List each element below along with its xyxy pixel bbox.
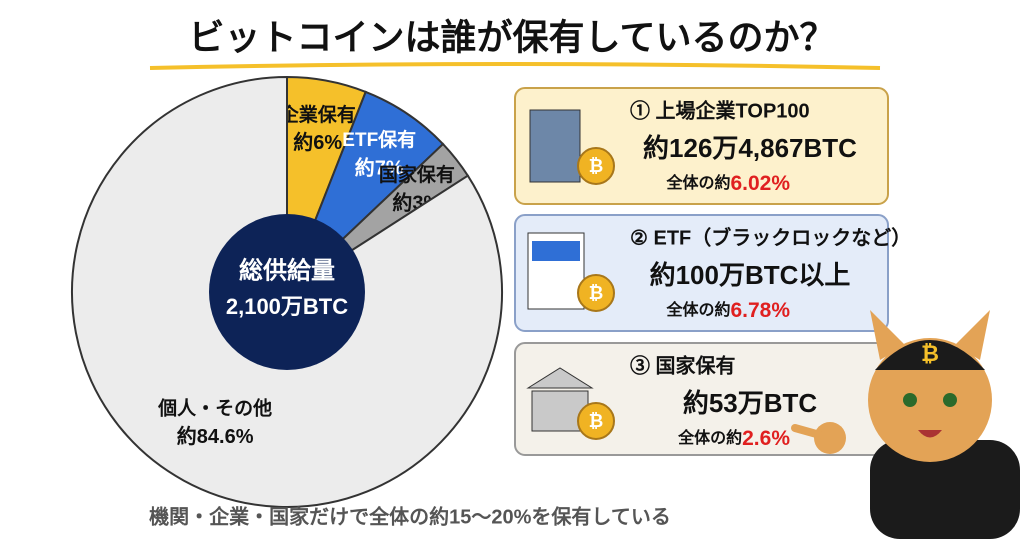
card-share: 全体の約2.6% (677, 427, 790, 450)
card-amount: 約100万BTC以上 (650, 260, 851, 290)
card-amount: 約126万4,867BTC (643, 133, 857, 163)
share-prefix: 全体の約 (665, 173, 730, 192)
building-icon (529, 109, 581, 183)
share-value: 6.02% (730, 172, 790, 195)
slice-value: 約84.6% (177, 424, 254, 448)
slice-value: 約6% (293, 130, 342, 154)
coin-icon (577, 402, 615, 440)
share-value: 2.6% (742, 427, 790, 450)
document-band (532, 241, 580, 261)
coin-icon (577, 274, 615, 312)
coin-symbol: ₿ (589, 156, 604, 176)
center-value: 2,100万BTC (226, 294, 348, 319)
card-title: ② ETF（ブラックロックなど） (630, 225, 911, 249)
card-title: ① 上場企業TOP100 (630, 98, 810, 122)
share-value: 6.78% (730, 299, 790, 322)
page-title: ビットコインは誰が保有しているのか？ (189, 17, 836, 58)
svg-text:₿: ₿ (921, 341, 939, 366)
coin-symbol: ₿ (589, 283, 604, 303)
pie-slice (71, 75, 503, 508)
card-share: 全体の約6.02% (665, 172, 790, 195)
card: ₿ ① 上場企業TOP100 約126万4,867BTC 全体の約6.02% (514, 87, 889, 205)
coin-icon (577, 147, 615, 185)
center-title: 総供給量 (239, 256, 335, 284)
title-underline (149, 62, 881, 70)
slice-label: ETF保有 (342, 128, 416, 151)
card-share: 全体の約6.78% (665, 299, 790, 322)
coin-symbol: ₿ (589, 411, 604, 431)
slice-label: 企業保有 (279, 103, 356, 126)
mascot: ₿ (791, 310, 1020, 539)
card-amount: 約53万BTC (683, 388, 818, 418)
slice-label: 国家保有 (379, 163, 455, 186)
share-prefix: 全体の約 (677, 428, 742, 447)
center-circle (209, 214, 365, 370)
slice-value: 約7% (355, 155, 404, 179)
share-prefix: 全体の約 (665, 300, 730, 319)
card-title: ③ 国家保有 (630, 353, 736, 377)
footer-note: 機関・企業・国家だけで全体の約15〜20%を保有している (149, 504, 671, 528)
slice-label: 個人・その他 (157, 397, 272, 420)
